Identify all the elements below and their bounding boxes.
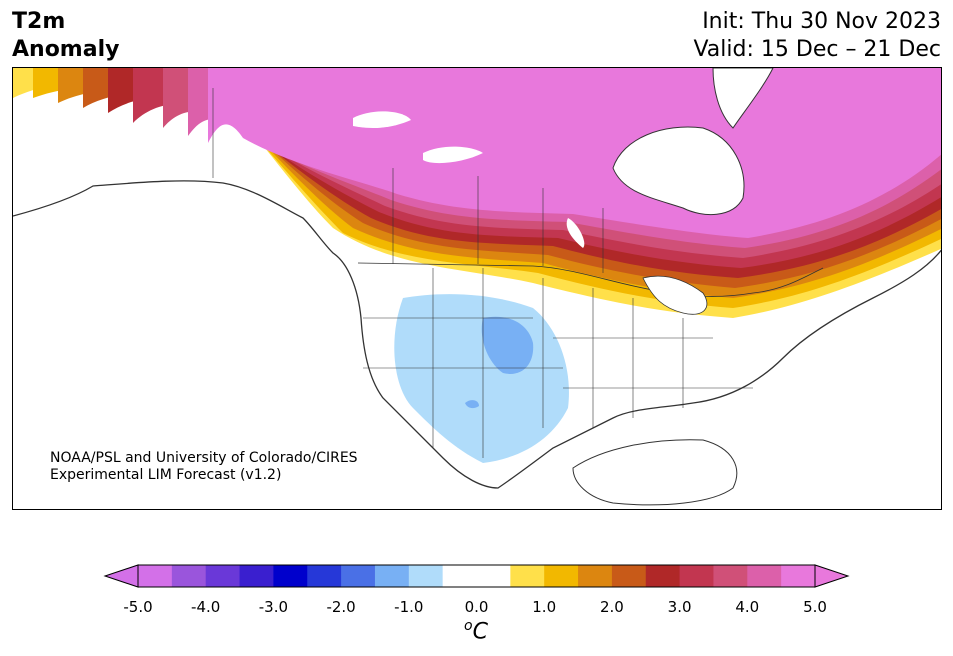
colorbar-segment [611,565,647,587]
init-date: Init: Thu 30 Nov 2023 [702,9,941,34]
colorbar-segment [307,565,342,587]
colorbar-segment [374,565,410,587]
colorbar-segment [510,565,545,587]
colorbar-tick-label: 1.0 [532,598,557,616]
colorbar-extend-low [103,564,139,588]
colorbar-tick-label: -3.0 [258,598,289,616]
colorbar-svg [103,564,850,588]
colorbar-tick-label: 5.0 [803,598,827,616]
colorbar-units: oC [464,618,488,644]
great-lakes [642,275,708,315]
credit-line-2: Experimental LIM Forecast (v1.2) [50,467,282,483]
anomaly-map: NOAA/PSL and University of Colorado/CIRE… [12,67,942,510]
colorbar-segment [171,565,207,587]
arctic-water [712,68,774,129]
colorbar-extend-high [814,564,850,588]
great-bear-lake [353,111,411,128]
title-line-1: T2m [12,9,66,34]
colorbar-segment [273,565,308,587]
colorbar-segment [781,565,816,587]
credit-line-1: NOAA/PSL and University of Colorado/CIRE… [50,450,358,466]
colorbar-tick-label: -2.0 [326,598,356,616]
credit-text: NOAA/PSL and University of Colorado/CIRE… [50,450,358,484]
colorbar-segment [408,565,444,587]
political-borders [212,88,753,458]
map-title: T2m Anomaly [12,8,119,64]
colorbar-segment [747,565,782,587]
colorbar-segment [645,565,681,587]
colorbar-tick-label: -5.0 [123,598,153,616]
colorbar-tick-label: -4.0 [191,598,221,616]
anomaly-cool-spot [465,400,479,409]
colorbar-segment [341,565,376,587]
colorbar-segment [679,565,714,587]
colorbar-tick-label: 4.0 [735,598,760,616]
valid-date: Valid: 15 Dec – 21 Dec [693,37,941,62]
colorbar-segment [239,565,274,587]
great-slave-lake [423,146,483,164]
hudson-bay [612,126,745,216]
colorbar-segment [713,565,748,587]
colorbar-segment [205,565,241,587]
map-svg [13,68,941,509]
units-superscript: o [464,618,473,634]
colorbar-outline [137,564,816,588]
anomaly-band-magenta [208,68,941,238]
gulf-of-mexico [572,439,738,506]
colorbar-tick-label: 2.0 [599,598,624,616]
colorbar-segment [544,565,579,587]
colorbar-segment [138,565,173,587]
forecast-dates: Init: Thu 30 Nov 2023 Valid: 15 Dec – 21… [693,8,941,64]
colorbar-tick-label: -1.0 [394,598,424,616]
colorbar-tick-label: 3.0 [667,598,692,616]
colorbar: -5.0 -4.0 -3.0 -2.0 -1.0 0.0 1.0 2.0 3.0 4.0 5.0 o… [0,560,953,656]
coastline [13,180,941,489]
lake-winnipeg [566,218,585,248]
title-line-2: Anomaly [12,37,120,62]
colorbar-segment [476,565,511,587]
colorbar-segment [578,565,613,587]
anomaly-cool-medium [481,316,534,374]
colorbar-segment [442,565,477,587]
units-base: C [472,619,488,645]
colorbar-tick-label: 0.0 [464,598,489,616]
